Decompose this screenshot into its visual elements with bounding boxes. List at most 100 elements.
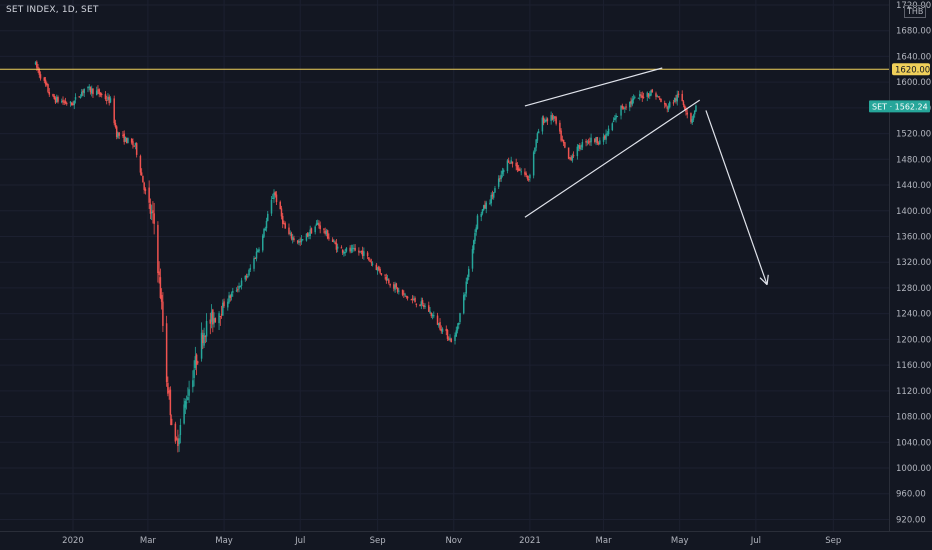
candle-body bbox=[34, 62, 37, 65]
candle-body bbox=[113, 98, 115, 124]
candle-body bbox=[401, 289, 404, 295]
candle-body bbox=[398, 290, 400, 292]
candle-body bbox=[430, 312, 433, 317]
level-badge bbox=[892, 63, 930, 76]
candle-body bbox=[99, 93, 102, 96]
candle-body bbox=[429, 311, 431, 314]
candle-body bbox=[369, 260, 371, 262]
candle-body bbox=[386, 278, 389, 281]
candle-body bbox=[436, 315, 439, 325]
candle-body bbox=[541, 117, 544, 132]
candle-body bbox=[394, 284, 396, 290]
candle-body bbox=[405, 295, 408, 297]
candle-body bbox=[579, 145, 581, 149]
candle-body bbox=[580, 148, 582, 150]
candle-body bbox=[306, 233, 309, 237]
candle-body bbox=[62, 100, 64, 103]
candle-body bbox=[117, 132, 119, 138]
candle-body bbox=[376, 267, 379, 271]
candle-body bbox=[494, 188, 496, 193]
candle-body bbox=[686, 112, 688, 115]
x-tick-label: Mar bbox=[140, 536, 157, 546]
time-axis[interactable]: 2020 Mar May Jul Sep Nov 2021 Mar May Jul Sep bbox=[62, 536, 841, 546]
candle-body bbox=[449, 337, 451, 341]
candle-body bbox=[83, 88, 85, 94]
candle-body bbox=[135, 143, 138, 155]
candle-body bbox=[177, 438, 179, 446]
candle-body bbox=[57, 97, 59, 102]
candle-body bbox=[273, 192, 275, 200]
x-tick-label: 2020 bbox=[62, 536, 84, 546]
candle-body bbox=[353, 248, 355, 250]
last-price-text: SET · 1562.24 bbox=[872, 102, 928, 111]
y-tick-label: 1480.00 bbox=[896, 155, 931, 165]
candle-body bbox=[448, 338, 450, 340]
candle-body bbox=[301, 239, 304, 241]
candle-body bbox=[185, 402, 188, 404]
projection-arrow[interactable] bbox=[705, 110, 768, 285]
candle-body bbox=[323, 228, 325, 230]
y-tick-label: 1000.00 bbox=[896, 464, 931, 474]
candle-body bbox=[506, 160, 509, 172]
candle-body bbox=[36, 61, 38, 68]
candle-body bbox=[300, 239, 303, 243]
y-tick-label: 1600.00 bbox=[896, 78, 931, 88]
candle-body bbox=[309, 229, 311, 237]
candle-body bbox=[159, 277, 162, 299]
candle-body bbox=[188, 389, 190, 396]
candle-body bbox=[325, 230, 328, 234]
candle-body bbox=[130, 138, 133, 143]
candle-body bbox=[673, 97, 676, 103]
x-tick-label: Sep bbox=[825, 536, 841, 546]
candle-body bbox=[363, 251, 365, 256]
candle-body bbox=[360, 250, 363, 252]
candle-body bbox=[655, 93, 657, 97]
candle-body bbox=[396, 287, 399, 292]
candle-body bbox=[72, 103, 74, 106]
candle-body bbox=[64, 100, 67, 104]
candle-body bbox=[209, 319, 212, 324]
candle-body bbox=[445, 328, 448, 332]
candle-body bbox=[105, 99, 108, 101]
candle-body bbox=[692, 115, 695, 120]
arrow-head bbox=[759, 277, 768, 286]
candle-body bbox=[570, 157, 572, 160]
candle-body bbox=[74, 97, 77, 100]
candle-body bbox=[271, 197, 274, 199]
candle-body bbox=[651, 89, 654, 93]
candle-body bbox=[174, 423, 177, 442]
currency-label[interactable]: THB bbox=[904, 5, 927, 18]
candle-body bbox=[489, 202, 491, 204]
x-tick-label: Jul bbox=[750, 536, 761, 546]
candle-body bbox=[631, 99, 634, 105]
candle-body bbox=[232, 291, 234, 293]
wedge-trendline[interactable] bbox=[524, 67, 663, 107]
candle-body bbox=[507, 160, 510, 163]
candle-body bbox=[691, 118, 693, 123]
candle-body bbox=[169, 389, 172, 416]
candle-body bbox=[524, 171, 526, 175]
candle-body bbox=[526, 175, 529, 179]
candle-body bbox=[471, 249, 474, 269]
y-tick-label: 1640.00 bbox=[896, 52, 931, 62]
candle-body bbox=[315, 223, 318, 226]
candle-body bbox=[203, 332, 205, 346]
candle-body bbox=[602, 136, 605, 142]
candle-body bbox=[212, 309, 214, 325]
y-tick-label: 1240.00 bbox=[896, 310, 931, 320]
candle-body bbox=[257, 250, 259, 252]
drawings[interactable] bbox=[0, 67, 889, 286]
candle-body bbox=[109, 98, 112, 103]
candle-body bbox=[333, 241, 335, 243]
price-axis[interactable]: 920.00 960.00 1000.00 1040.00 1080.00 1120.00… bbox=[896, 1, 931, 525]
candle-body bbox=[676, 94, 678, 102]
candle-body bbox=[515, 162, 517, 167]
candle-body bbox=[133, 145, 135, 147]
wedge-trendline[interactable] bbox=[524, 99, 701, 218]
candle-body bbox=[509, 162, 511, 164]
chart-title: SET INDEX, 1D, SET bbox=[6, 5, 99, 15]
candle-body bbox=[414, 297, 416, 303]
candle-body bbox=[607, 128, 610, 135]
candle-body bbox=[590, 137, 592, 143]
